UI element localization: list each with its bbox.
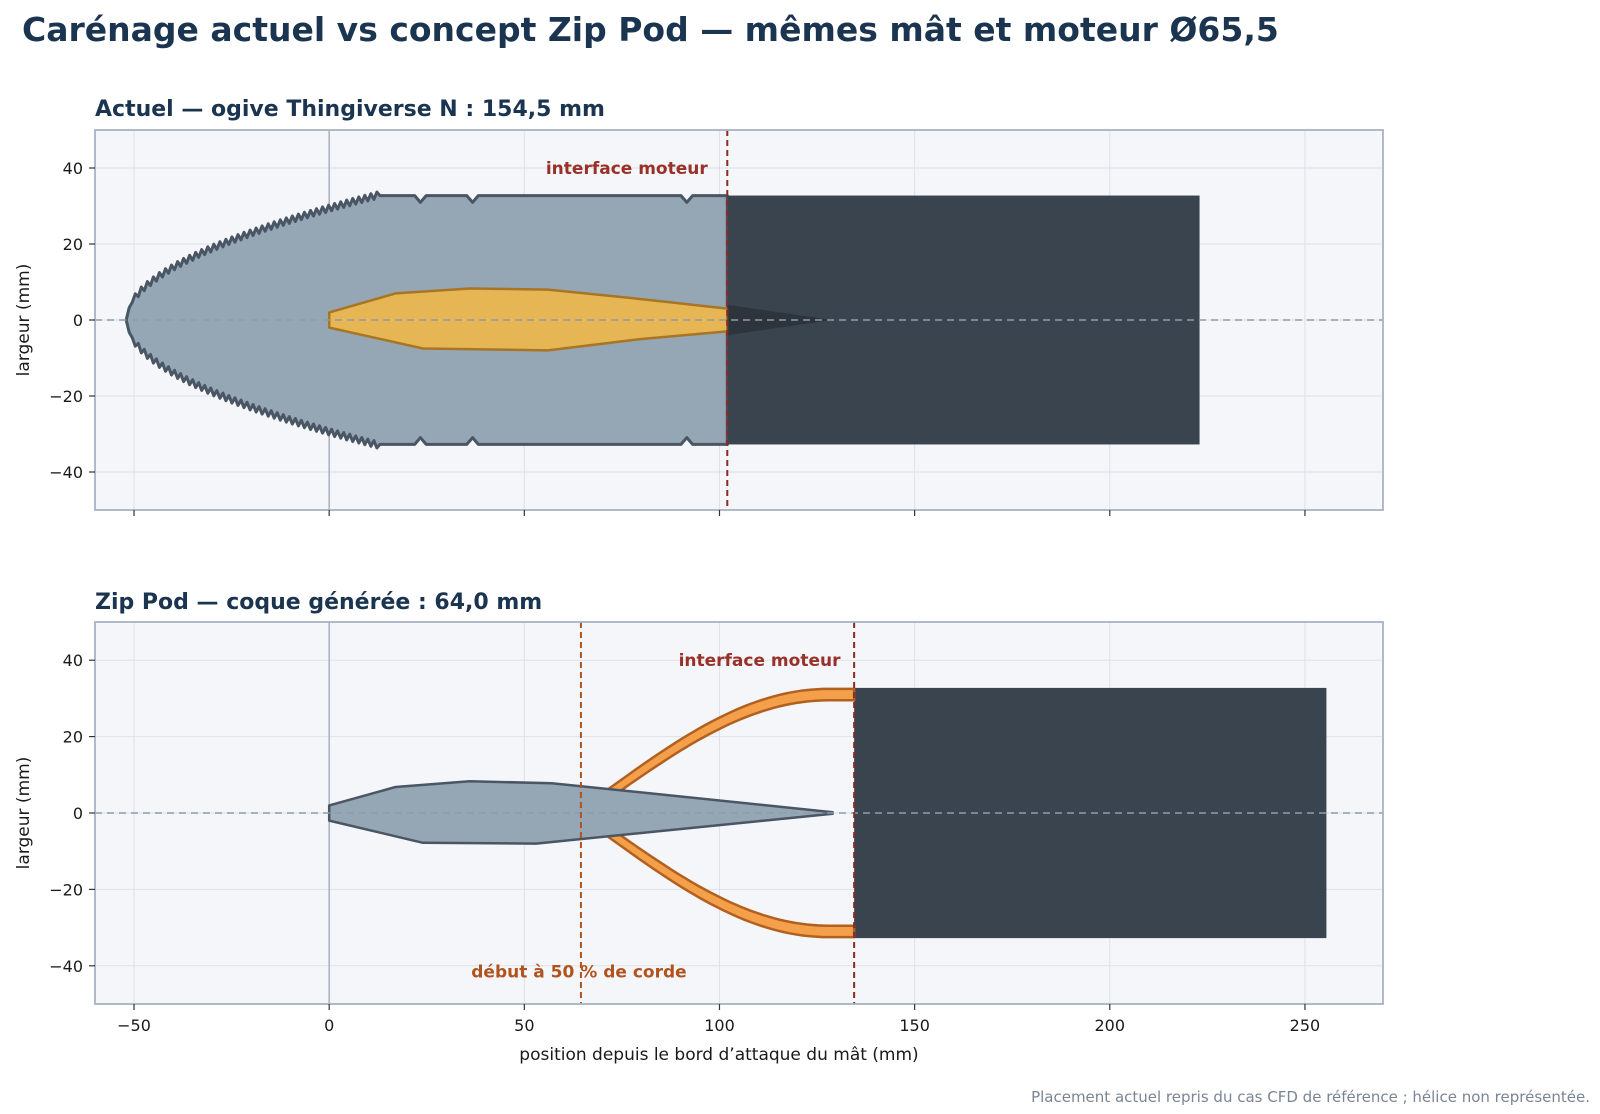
- panel-current-ytick-label-0: 0: [73, 311, 83, 330]
- figure-title: Carénage actuel vs concept Zip Pod — mêm…: [22, 10, 1279, 49]
- panel-current-annotation-label-0: interface moteur: [546, 159, 709, 179]
- panel-current-ytick-label-40: 40: [63, 159, 83, 178]
- panel-zippod-shell-upper: [603, 687, 856, 801]
- panel-zippod-ylabel: largeur (mm): [14, 757, 34, 870]
- panel-zippod-title: Zip Pod — coque générée : 64,0 mm: [95, 590, 542, 615]
- panel-zippod-xlabel: position depuis le bord d’attaque du mât…: [519, 1045, 918, 1065]
- panel-zippod-annotation-label-1: début à 50 % de corde: [471, 963, 686, 983]
- panel-current: Actuel — ogive Thingiverse N : 154,5 mm …: [14, 97, 1384, 516]
- panel-zippod-ytick-label--20: −20: [49, 880, 83, 899]
- panel-current-ytick-label-20: 20: [63, 235, 83, 254]
- panel-current-ytick-label--20: −20: [49, 387, 83, 406]
- panel-zippod: Zip Pod — coque générée : 64,0 mm interf…: [14, 590, 1384, 1065]
- panel-zippod-xtick-label-250: 250: [1290, 1016, 1321, 1035]
- panel-zippod-annotation-label-0: interface moteur: [679, 651, 842, 671]
- panel-current-ylabel: largeur (mm): [14, 264, 34, 377]
- panel-zippod-xtick-label-0: 0: [324, 1016, 334, 1035]
- panel-zippod-xtick-label-50: 50: [514, 1016, 534, 1035]
- panel-zippod-ytick-label-40: 40: [63, 651, 83, 670]
- panel-zippod-ytick-label--40: −40: [49, 957, 83, 976]
- panel-current-plot: interface moteur −40 −20 0 20 40 largeur (mm): [14, 129, 1384, 516]
- panel-zippod-xtick-label--50: −50: [117, 1016, 151, 1035]
- panel-zippod-xtick-label-200: 200: [1095, 1016, 1126, 1035]
- panel-current-title: Actuel — ogive Thingiverse N : 154,5 mm: [95, 97, 605, 122]
- panel-zippod-xtick-label-100: 100: [704, 1016, 735, 1035]
- panel-zippod-ytick-label-0: 0: [73, 804, 83, 823]
- panel-zippod-ytick-label-20: 20: [63, 728, 83, 747]
- figure-footnote: Placement actuel repris du cas CFD de ré…: [1031, 1088, 1590, 1106]
- panel-current-ytick-label--40: −40: [49, 463, 83, 482]
- panel-zippod-plot: interface moteur début à 50 % de corde −40…: [14, 621, 1384, 1065]
- panel-zippod-xtick-label-150: 150: [899, 1016, 930, 1035]
